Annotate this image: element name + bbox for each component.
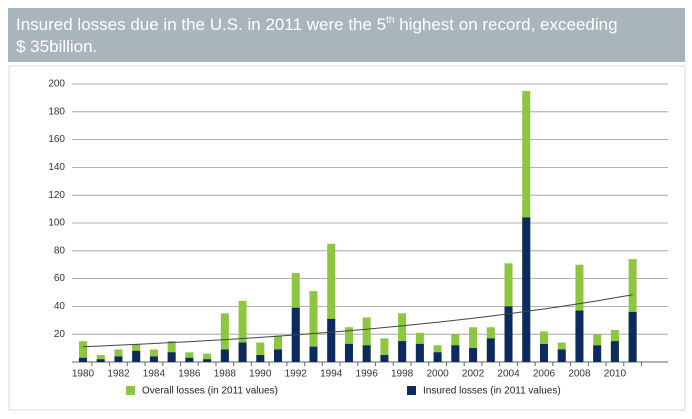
bar: [203, 353, 212, 362]
title-part: Insured losses due in the U.S. in 2011 w…: [16, 15, 386, 34]
bar: [274, 349, 283, 362]
y-tick-label: 60: [54, 273, 66, 284]
bar: [96, 359, 105, 362]
bar: [238, 300, 247, 362]
x-tick-label: 2004: [497, 369, 520, 380]
legend-swatch: [126, 386, 135, 395]
bar: [309, 291, 318, 362]
bar: [451, 345, 460, 362]
bar: [114, 349, 123, 362]
trend-line: [82, 294, 633, 348]
bar: [415, 343, 424, 362]
bar: [362, 317, 371, 362]
y-tick-label: 40: [54, 301, 66, 312]
bar: [398, 341, 407, 362]
bar: [628, 311, 637, 362]
y-tick-label: 160: [48, 134, 65, 145]
y-tick-label: 180: [48, 106, 65, 117]
legend-label: Insured losses (in 2011 values): [423, 386, 561, 397]
bar: [149, 356, 158, 362]
bar: [628, 259, 637, 362]
x-tick-label: 1990: [249, 369, 272, 380]
bar: [96, 355, 105, 362]
bar: [593, 345, 602, 362]
bar: [344, 343, 353, 362]
x-tick-label: 1992: [285, 369, 308, 380]
bar: [79, 341, 87, 362]
bar: [220, 349, 229, 362]
bar: [327, 243, 336, 362]
bar: [309, 346, 318, 362]
legend-label: Overall losses (in 2011 values): [142, 386, 278, 397]
bar: [185, 357, 194, 362]
y-tick-label: 200: [48, 79, 65, 90]
bar: [539, 343, 548, 362]
bar: [486, 338, 495, 362]
x-tick-label: 2006: [533, 369, 556, 380]
bar: [575, 310, 584, 362]
bar: [185, 352, 194, 362]
bar: [114, 356, 123, 362]
x-tick-label: 2000: [426, 369, 449, 380]
bar: [203, 359, 212, 362]
x-tick-label: 2002: [462, 369, 485, 380]
x-tick-label: 2008: [568, 369, 591, 380]
bar: [79, 357, 87, 362]
chart-title: Insured losses due in the U.S. in 2011 w…: [16, 15, 618, 34]
y-tick-label: 20: [54, 329, 66, 340]
x-tick-label: 1986: [178, 369, 201, 380]
x-tick-label: 1984: [143, 369, 166, 380]
chart-title-line: $ 35billion.: [16, 37, 97, 56]
bar: [469, 327, 478, 362]
bar: [557, 349, 566, 362]
x-tick-label: 1982: [107, 369, 130, 380]
title-banner: [8, 8, 685, 62]
title-superscript: th: [386, 15, 394, 26]
legend-swatch: [407, 386, 416, 395]
x-tick-label: 2010: [604, 369, 627, 380]
bar: [256, 355, 265, 362]
x-tick-label: 1980: [72, 369, 95, 380]
bar: [167, 352, 176, 362]
bar: [238, 342, 247, 362]
bar: [380, 355, 389, 362]
x-tick-label: 1994: [320, 369, 343, 380]
bar: [149, 349, 158, 362]
title-part: highest on record, exceeding: [394, 15, 617, 34]
bar: [610, 341, 619, 362]
y-tick-label: 120: [48, 190, 65, 201]
x-tick-label: 1996: [356, 369, 379, 380]
x-tick-label: 1998: [391, 369, 414, 380]
bar: [398, 313, 407, 362]
y-tick-label: 140: [48, 162, 65, 173]
bar: [327, 318, 336, 362]
bar: [132, 350, 141, 362]
y-tick-label: 100: [48, 218, 65, 229]
bar: [274, 335, 283, 362]
bar: [167, 341, 176, 362]
bar: [220, 313, 229, 362]
x-tick-label: 1988: [214, 369, 237, 380]
y-tick-label: 80: [54, 245, 66, 256]
bar: [256, 342, 265, 362]
bar: [433, 352, 442, 362]
bar: [380, 338, 389, 362]
bar: [522, 217, 531, 362]
bar: [469, 348, 478, 362]
bar: [362, 345, 371, 362]
bar: [504, 306, 513, 362]
